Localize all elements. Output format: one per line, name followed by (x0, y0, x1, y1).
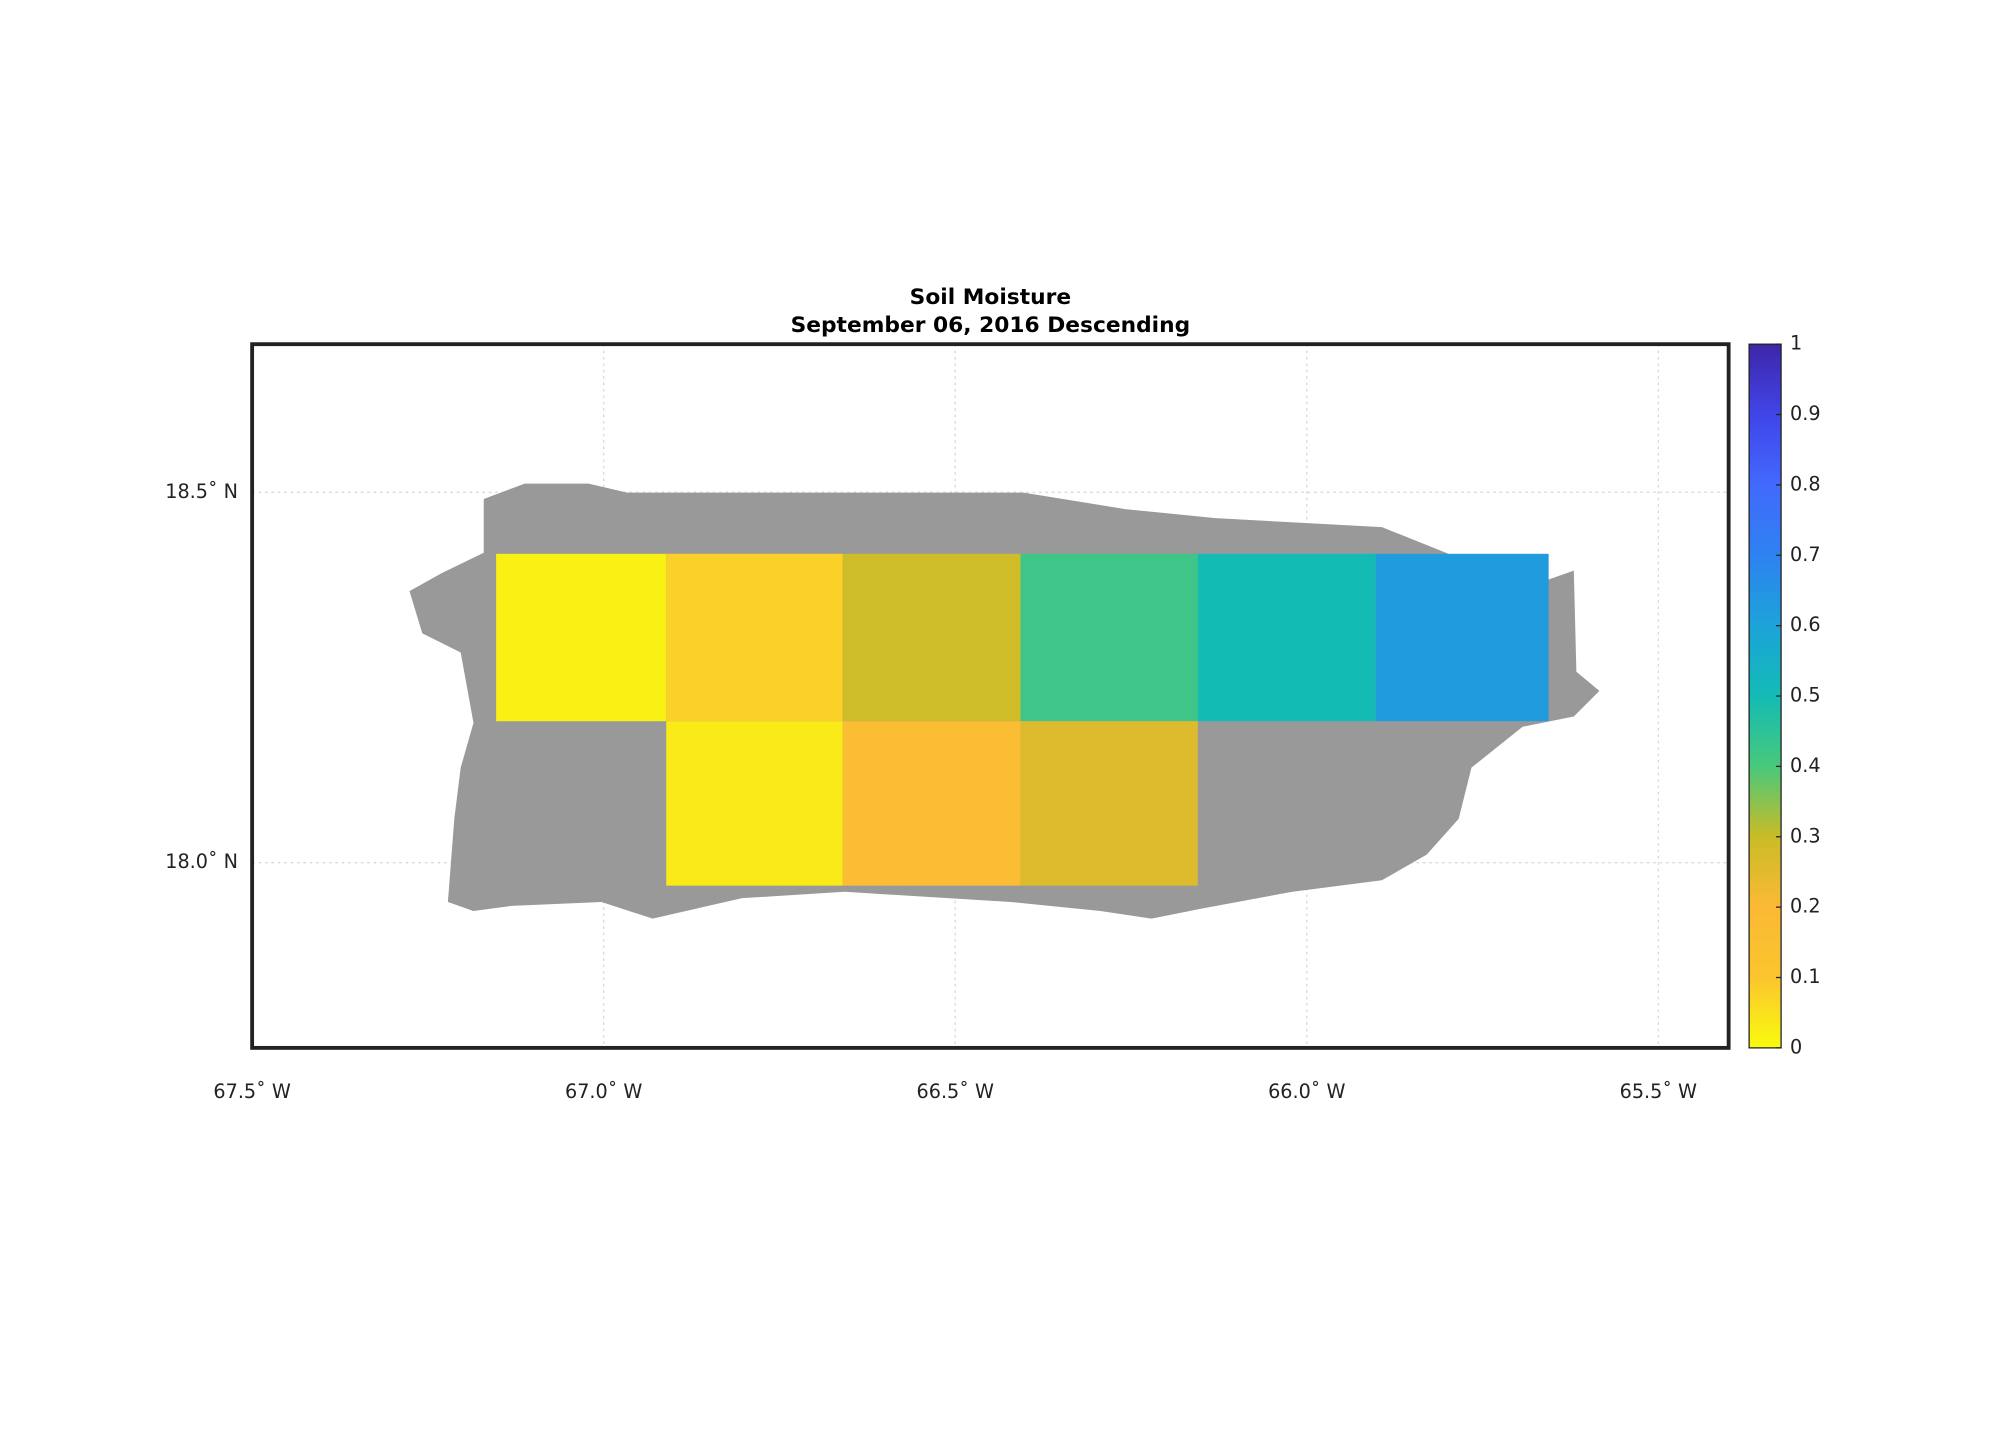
colorbar-tick-label: 0.4 (1790, 754, 1821, 777)
colorbar-tick-label: 0.5 (1790, 684, 1821, 707)
colorbar-tick-label: 0.9 (1790, 402, 1821, 425)
grid-cell (1197, 553, 1376, 722)
grid-cell (842, 721, 1021, 886)
x-tick-label: 66.5˚ W (917, 1080, 994, 1103)
x-tick-label: 67.5˚ W (213, 1080, 290, 1103)
colorbar-tick-label: 0.3 (1790, 824, 1821, 847)
grid-cell (666, 553, 843, 722)
colorbar-tick-label: 0.8 (1790, 472, 1821, 495)
grid-cell (1020, 553, 1198, 722)
colorbar-tick-label: 1 (1790, 332, 1802, 355)
chart-subtitle: September 06, 2016 Descending (791, 313, 1191, 338)
colorbar-tick-label: 0 (1790, 1035, 1802, 1058)
colorbar-tick-label: 0.2 (1790, 895, 1821, 918)
x-tick-label: 67.0˚ W (565, 1080, 642, 1103)
plot-frame (250, 342, 1731, 1050)
chart-title: Soil Moisture (910, 285, 1071, 310)
colorbar-tick-label: 0.1 (1790, 965, 1821, 988)
x-tick-label: 66.0˚ W (1268, 1080, 1345, 1103)
grid-cell (666, 721, 843, 886)
x-tick-label: 65.5˚ W (1620, 1080, 1697, 1103)
grid-cell (842, 553, 1021, 722)
grid-cell (496, 553, 667, 722)
colorbar-tick-label: 0.6 (1790, 613, 1821, 636)
grid-cell (1020, 721, 1198, 886)
y-tick-label: 18.5˚ N (165, 480, 238, 503)
y-tick-label: 18.0˚ N (165, 850, 238, 873)
grid-cell (1375, 553, 1549, 722)
colorbar-tick-label: 0.7 (1790, 543, 1821, 566)
